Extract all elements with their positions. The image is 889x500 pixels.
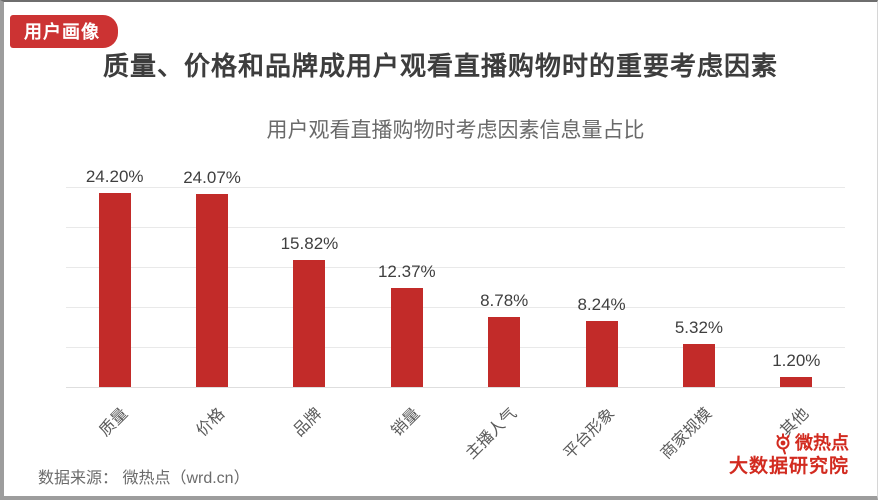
x-slot: 主播人气 — [456, 387, 553, 467]
brand-logo: 微热点 大数据研究院 — [729, 432, 849, 479]
x-axis-category-label: 平台形象 — [560, 405, 618, 463]
bar-column: 5.32% — [650, 187, 747, 387]
weibo-eye-icon — [774, 432, 792, 456]
bar — [390, 288, 423, 387]
bar-column: 12.37% — [358, 187, 455, 387]
gridline — [66, 267, 845, 268]
bar-value-label: 8.24% — [577, 295, 626, 315]
bar — [293, 260, 326, 387]
bar-value-label: 15.82% — [280, 234, 339, 254]
bar-value-label: 24.07% — [183, 168, 241, 188]
bar-column: 8.78% — [456, 187, 553, 387]
x-axis-category-label: 价格 — [193, 405, 229, 440]
x-axis-category-label: 主播人气 — [463, 405, 521, 463]
brand-logo-name: 微热点 — [795, 433, 849, 454]
gridline — [66, 227, 845, 228]
gridline — [66, 347, 845, 348]
gridline — [66, 187, 845, 188]
bar-value-label: 12.37% — [377, 262, 436, 282]
brand-logo-subname: 大数据研究院 — [728, 456, 849, 477]
bar-value-label: 1.20% — [772, 351, 821, 371]
bar-column: 8.24% — [553, 187, 650, 387]
bar-column: 24.20% — [66, 167, 163, 387]
bar — [780, 377, 813, 387]
bar-column: 1.20% — [748, 187, 845, 387]
x-slot: 品牌 — [261, 387, 358, 467]
bar — [488, 316, 521, 387]
chart-title: 用户观看直播购物时考虑因素信息量占比 — [266, 119, 645, 142]
x-slot: 质量 — [66, 387, 163, 467]
gridline — [66, 307, 845, 308]
bar-chart-plot-area: 24.20% 24.07% 15.82% 12.37% 8.78% 8.24% 5.32% 1… — [66, 167, 845, 388]
bar-column: 15.82% — [261, 187, 358, 387]
x-slot: 价格 — [163, 387, 260, 467]
x-slot: 平台形象 — [553, 387, 650, 467]
x-axis-baseline — [66, 387, 845, 388]
bar — [196, 194, 229, 387]
brand-logo-line1: 微热点 — [729, 432, 849, 456]
bar — [98, 193, 131, 387]
bar-value-label: 5.32% — [674, 318, 724, 338]
x-axis-category-label: 品牌 — [291, 405, 326, 440]
bar-column: 24.07% — [163, 168, 260, 387]
bar-value-label: 8.78% — [480, 290, 529, 310]
x-axis-category-label: 商家规模 — [657, 405, 716, 463]
x-axis-category-label: 质量 — [96, 405, 131, 440]
data-source-note: 数据来源： 微热点（wrd.cn） — [38, 470, 250, 487]
bar — [585, 321, 618, 387]
x-slot: 销量 — [358, 387, 455, 467]
page-title: 质量、价格和品牌成用户观看直播购物时的重要考虑因素 — [102, 51, 778, 81]
x-axis-category-label: 销量 — [388, 405, 424, 440]
bar-value-label: 24.20% — [85, 167, 144, 187]
bar — [682, 344, 715, 387]
corner-badge: 用户画像 — [10, 15, 118, 48]
